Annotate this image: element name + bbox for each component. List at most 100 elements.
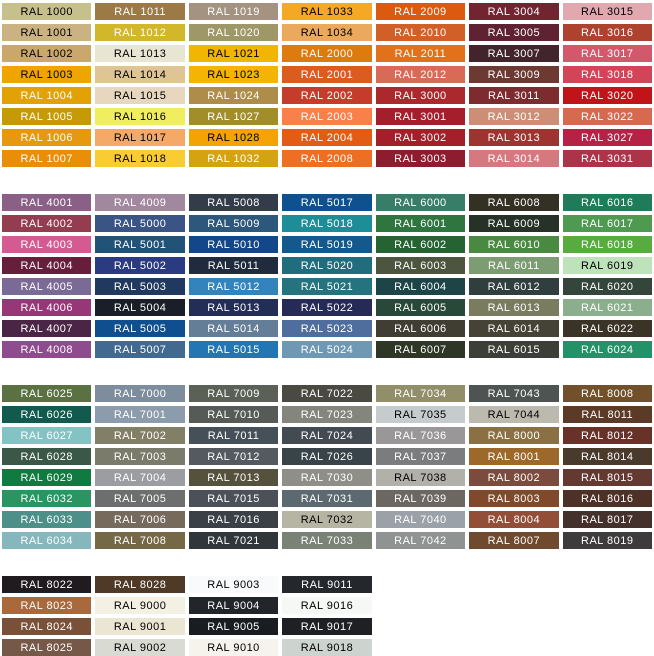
swatch-ral-1002: RAL 1002 (2, 45, 92, 62)
swatch-ral-2012: RAL 2012 (375, 66, 466, 83)
swatch-ral-1006: RAL 1006 (2, 129, 92, 146)
swatch-ral-5003: RAL 5003 (95, 278, 185, 295)
swatch-ral-6033: RAL 6033 (2, 511, 92, 528)
swatch-ral-8023: RAL 8023 (2, 597, 92, 614)
swatch-ral-2000: RAL 2000 (282, 45, 372, 62)
ral-block-1: RAL 1000 RAL 1001 RAL 1002 RAL 1003 RAL 1004… (2, 3, 652, 167)
swatch-ral-7036: RAL 7036 (375, 427, 466, 444)
swatch-ral-6011: RAL 6011 (469, 257, 559, 274)
swatch-ral-8016: RAL 8016 (562, 490, 652, 507)
swatch-ral-6022: RAL 6022 (562, 320, 652, 337)
swatch-ral-3000: RAL 3000 (375, 87, 466, 104)
swatch-ral-2004: RAL 2004 (282, 129, 372, 146)
swatch-ral-5002: RAL 5002 (95, 257, 185, 274)
swatch-ral-5015: RAL 5015 (188, 341, 279, 358)
swatch-ral-6018: RAL 6018 (562, 236, 652, 253)
swatch-ral-1000: RAL 1000 (2, 3, 92, 20)
swatch-ral-5017: RAL 5017 (282, 194, 372, 211)
swatch-ral-5022: RAL 5022 (282, 299, 372, 316)
swatch-ral-7043: RAL 7043 (469, 385, 559, 402)
swatch-ral-6015: RAL 6015 (469, 341, 559, 358)
swatch-ral-4004: RAL 4004 (2, 257, 92, 274)
swatch-ral-7031: RAL 7031 (282, 490, 372, 507)
swatch-ral-1032: RAL 1032 (188, 150, 279, 167)
swatch-ral-7039: RAL 7039 (375, 490, 466, 507)
swatch-ral-3004: RAL 3004 (469, 3, 559, 20)
swatch-ral-6021: RAL 6021 (562, 299, 652, 316)
swatch-ral-7015: RAL 7015 (188, 490, 279, 507)
swatch-ral-7034: RAL 7034 (375, 385, 466, 402)
swatch-ral-2008: RAL 2008 (282, 150, 372, 167)
swatch-ral-3009: RAL 3009 (469, 66, 559, 83)
swatch-ral-3011: RAL 3011 (469, 87, 559, 104)
swatch-ral-4008: RAL 4008 (2, 341, 92, 358)
swatch-ral-7005: RAL 7005 (95, 490, 185, 507)
swatch-ral-7002: RAL 7002 (95, 427, 185, 444)
ral-block-3: RAL 6025 RAL 6026 RAL 6027 RAL 6028 RAL 6029… (2, 385, 652, 549)
swatch-ral-1033: RAL 1033 (282, 3, 372, 20)
swatch-ral-8012: RAL 8012 (562, 427, 652, 444)
swatch-ral-2001: RAL 2001 (282, 66, 372, 83)
swatch-ral-7040: RAL 7040 (375, 511, 466, 528)
swatch-ral-6013: RAL 6013 (469, 299, 559, 316)
swatch-ral-6000: RAL 6000 (375, 194, 466, 211)
swatch-ral-9018: RAL 9018 (282, 639, 372, 656)
swatch-ral-7013: RAL 7013 (188, 469, 279, 486)
swatch-ral-1027: RAL 1027 (188, 108, 279, 125)
swatch-ral-7030: RAL 7030 (282, 469, 372, 486)
swatch-ral-1020: RAL 1020 (188, 24, 279, 41)
swatch-ral-5020: RAL 5020 (282, 257, 372, 274)
swatch-ral-1017: RAL 1017 (95, 129, 185, 146)
swatch-ral-3013: RAL 3013 (469, 129, 559, 146)
swatch-ral-3001: RAL 3001 (375, 108, 466, 125)
swatch-ral-6020: RAL 6020 (562, 278, 652, 295)
swatch-ral-9004: RAL 9004 (188, 597, 279, 614)
swatch-ral-1013: RAL 1013 (95, 45, 185, 62)
swatch-ral-3031: RAL 3031 (562, 150, 652, 167)
swatch-ral-9002: RAL 9002 (95, 639, 185, 656)
swatch-ral-6008: RAL 6008 (469, 194, 559, 211)
swatch-ral-6014: RAL 6014 (469, 320, 559, 337)
swatch-ral-8007: RAL 8007 (469, 532, 559, 549)
swatch-ral-1019: RAL 1019 (188, 3, 279, 20)
swatch-ral-8024: RAL 8024 (2, 618, 92, 635)
swatch-ral-9003: RAL 9003 (188, 576, 279, 593)
swatch-ral-6005: RAL 6005 (375, 299, 466, 316)
swatch-ral-5011: RAL 5011 (188, 257, 279, 274)
swatch-ral-8019: RAL 8019 (562, 532, 652, 549)
swatch-ral-3014: RAL 3014 (469, 150, 559, 167)
swatch-ral-4009: RAL 4009 (95, 194, 185, 211)
swatch-ral-3007: RAL 3007 (469, 45, 559, 62)
swatch-ral-6019: RAL 6019 (562, 257, 652, 274)
swatch-ral-5013: RAL 5013 (188, 299, 279, 316)
swatch-ral-8014: RAL 8014 (562, 448, 652, 465)
swatch-ral-2011: RAL 2011 (375, 45, 466, 62)
swatch-ral-3015: RAL 3015 (562, 3, 652, 20)
swatch-ral-7010: RAL 7010 (188, 406, 279, 423)
swatch-ral-9017: RAL 9017 (282, 618, 372, 635)
swatch-ral-6034: RAL 6034 (2, 532, 92, 549)
swatch-ral-6012: RAL 6012 (469, 278, 559, 295)
swatch-ral-1005: RAL 1005 (2, 108, 92, 125)
swatch-ral-6003: RAL 6003 (375, 257, 466, 274)
swatch-ral-2010: RAL 2010 (375, 24, 466, 41)
swatch-ral-3002: RAL 3002 (375, 129, 466, 146)
swatch-ral-7003: RAL 7003 (95, 448, 185, 465)
swatch-ral-7008: RAL 7008 (95, 532, 185, 549)
swatch-ral-7016: RAL 7016 (188, 511, 279, 528)
swatch-ral-9001: RAL 9001 (95, 618, 185, 635)
swatch-ral-8000: RAL 8000 (469, 427, 559, 444)
swatch-ral-6007: RAL 6007 (375, 341, 466, 358)
swatch-ral-4001: RAL 4001 (2, 194, 92, 211)
swatch-ral-2009: RAL 2009 (375, 3, 466, 20)
swatch-ral-1001: RAL 1001 (2, 24, 92, 41)
swatch-ral-7021: RAL 7021 (188, 532, 279, 549)
swatch-ral-2002: RAL 2002 (282, 87, 372, 104)
swatch-ral-7035: RAL 7035 (375, 406, 466, 423)
swatch-ral-5008: RAL 5008 (188, 194, 279, 211)
swatch-ral-7032: RAL 7032 (282, 511, 372, 528)
swatch-ral-7009: RAL 7009 (188, 385, 279, 402)
swatch-ral-1014: RAL 1014 (95, 66, 185, 83)
swatch-ral-3012: RAL 3012 (469, 108, 559, 125)
swatch-ral-8028: RAL 8028 (95, 576, 185, 593)
